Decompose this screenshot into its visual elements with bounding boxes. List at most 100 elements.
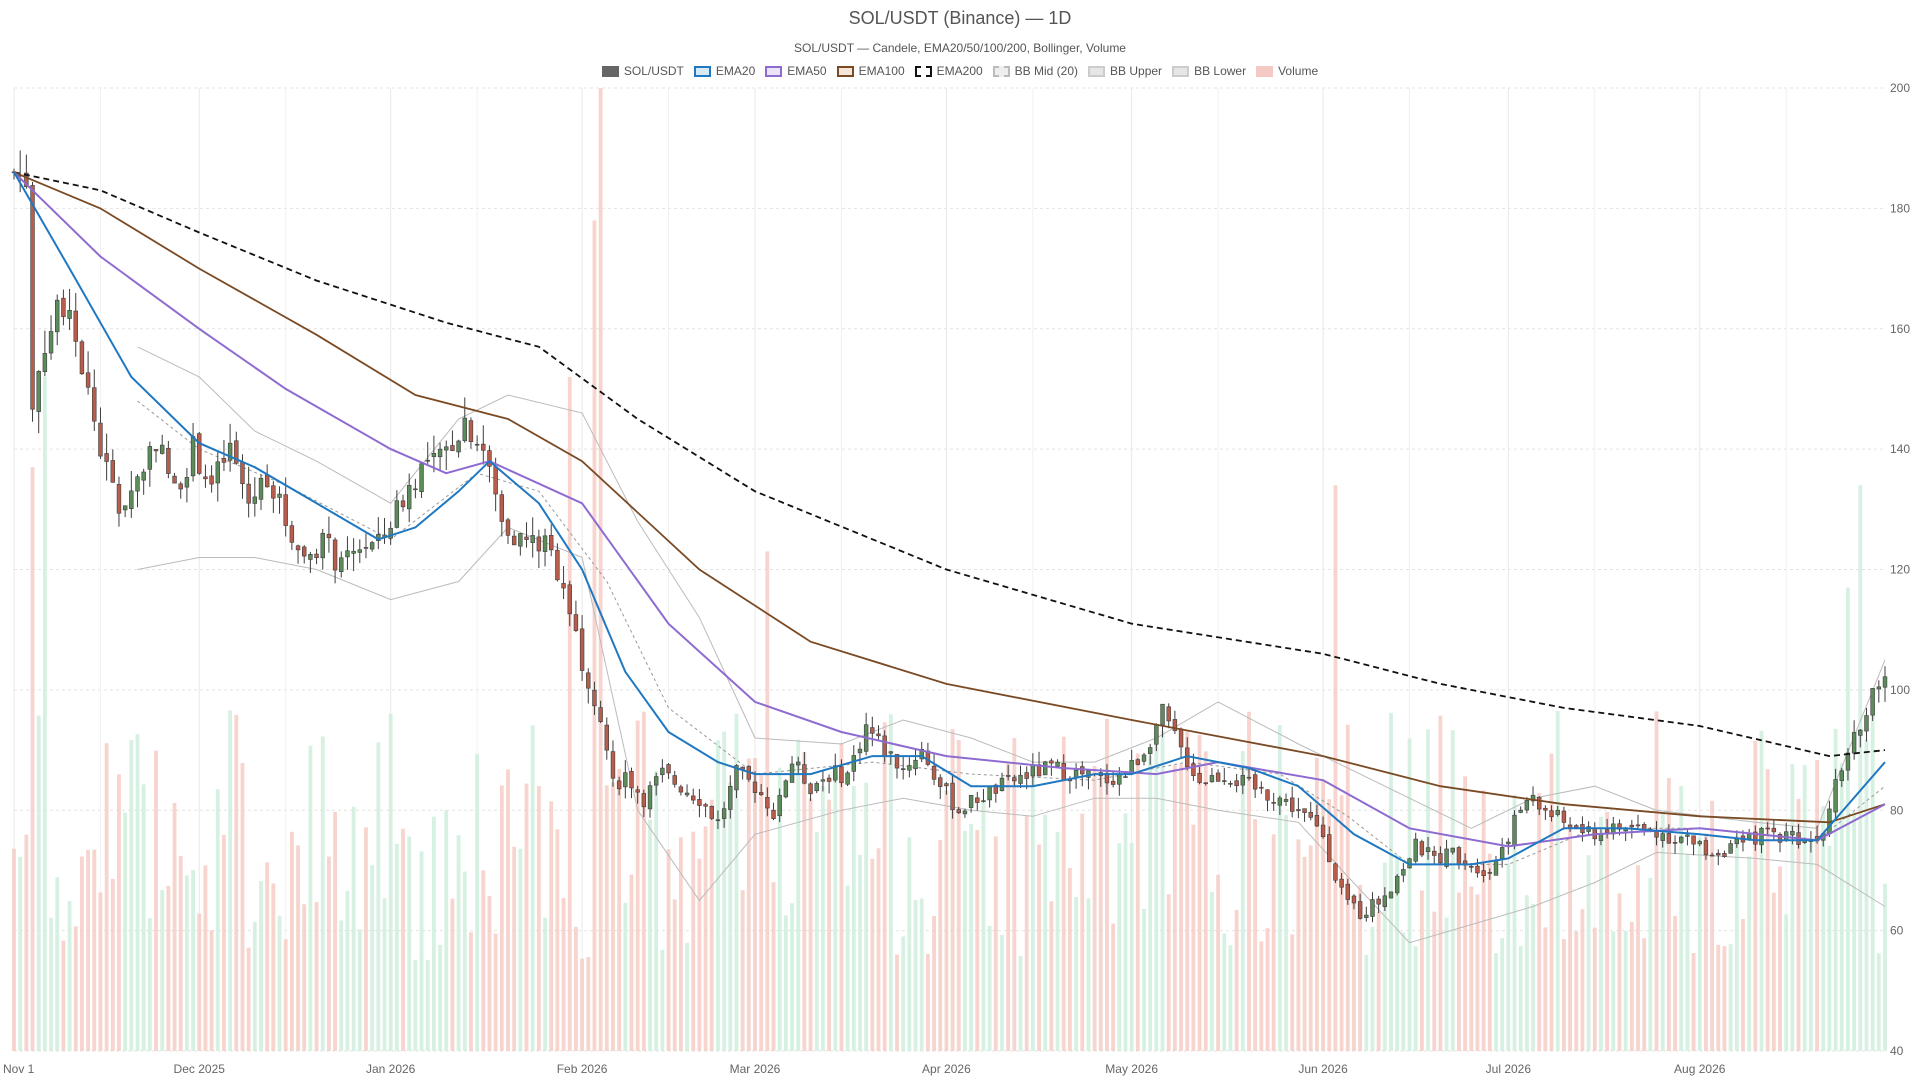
volume-bar [197, 913, 202, 1051]
volume-bar [1216, 874, 1221, 1051]
legend-item[interactable]: BB Upper [1088, 64, 1162, 78]
candle-body [1265, 789, 1270, 801]
volume-bar [246, 947, 251, 1051]
volume-bar [895, 954, 899, 1051]
legend-item[interactable]: BB Lower [1172, 64, 1246, 78]
candle-body [264, 474, 270, 488]
volume-bar [518, 848, 523, 1051]
legend-swatch [765, 65, 783, 77]
candle-body [610, 751, 616, 779]
volume-bar [716, 740, 720, 1051]
legend-item[interactable]: EMA50 [765, 64, 827, 78]
volume-bar [12, 848, 16, 1051]
volume-bar [993, 836, 998, 1051]
volume-bar [1148, 756, 1153, 1051]
volume-bar [259, 881, 263, 1051]
candle-body [1672, 841, 1678, 844]
candle-body [1722, 853, 1727, 857]
x-tick-label: Feb 2026 [557, 1062, 608, 1076]
volume-bar [184, 875, 189, 1051]
candle-body [1154, 724, 1159, 745]
volume-bar [1475, 894, 1480, 1051]
candle-body [678, 786, 684, 793]
legend-item[interactable]: EMA20 [693, 64, 755, 78]
volume-bar [543, 917, 547, 1051]
x-tick-label: Dec 2025 [174, 1062, 226, 1076]
volume-bar [913, 899, 918, 1051]
volume-bar [956, 739, 961, 1051]
volume-bar [1271, 834, 1276, 1051]
candle-body [1512, 814, 1517, 846]
candle-body [1604, 829, 1610, 833]
legend-swatch [992, 65, 1010, 77]
candle-body [308, 553, 313, 560]
volume-bar [678, 837, 683, 1051]
candle-body [1049, 760, 1054, 764]
volume-bar [1068, 867, 1072, 1051]
volume-bar [1382, 862, 1387, 1051]
candle-body [85, 372, 91, 388]
candle-body [135, 476, 140, 492]
y-tick-label: 120 [1890, 563, 1910, 577]
candle-body [1296, 809, 1301, 812]
legend-item[interactable]: Volume [1256, 64, 1318, 78]
volume-bar [30, 467, 35, 1051]
volume-bar [98, 892, 103, 1051]
candle-body [1777, 834, 1783, 843]
legend-item[interactable]: EMA100 [836, 64, 905, 78]
candle-body [999, 777, 1005, 791]
candle-body [1660, 833, 1665, 841]
x-tick-label: Apr 2026 [922, 1062, 971, 1076]
volume-bar [141, 784, 146, 1051]
volume-bar [987, 925, 992, 1051]
x-tick-label: Nov 1 [3, 1062, 35, 1076]
volume-bar [746, 758, 751, 1051]
volume-bar [1376, 911, 1381, 1051]
candle-body [1487, 872, 1493, 874]
volume-bar [1568, 828, 1572, 1051]
volume-bar [1734, 835, 1739, 1051]
y-tick-label: 60 [1890, 924, 1904, 938]
candle-body [1259, 786, 1264, 789]
candle-body [234, 440, 239, 464]
volume-bar [790, 903, 794, 1051]
volume-bar [759, 775, 764, 1051]
volume-bar [61, 940, 66, 1051]
candle-body [629, 771, 634, 789]
candle-body [326, 533, 332, 539]
volume-bar [901, 936, 906, 1051]
legend-item[interactable]: BB Mid (20) [992, 64, 1078, 78]
volume-bar [234, 714, 239, 1051]
candle-body [1314, 815, 1320, 827]
candle-body [1290, 797, 1295, 812]
volume-bar [1722, 946, 1727, 1051]
volume-bar [166, 885, 171, 1051]
volume-bar [1037, 844, 1041, 1051]
candle-body [1728, 843, 1733, 854]
y-tick-label: 40 [1890, 1044, 1904, 1058]
volume-bar [635, 720, 640, 1051]
volume-bar [1858, 485, 1863, 1051]
volume-bar [1728, 944, 1733, 1051]
candle-body [221, 458, 227, 463]
candle-body [870, 727, 875, 734]
volume-bar [376, 742, 381, 1051]
volume-bar [1413, 946, 1418, 1051]
candle-body [258, 477, 264, 500]
candle-body [542, 535, 548, 552]
candle-body [691, 795, 696, 801]
volume-bar [1160, 730, 1165, 1051]
volume-bar [1092, 766, 1097, 1051]
volume-bar [1691, 953, 1696, 1051]
candle-body [907, 765, 912, 771]
volume-bar [839, 742, 844, 1051]
legend-item[interactable]: EMA200 [914, 64, 983, 78]
volume-bar [1135, 753, 1140, 1051]
candle-body [1283, 799, 1289, 802]
candle-body [30, 185, 35, 410]
volume-bar [709, 799, 714, 1051]
legend-item[interactable]: SOL/USDT [601, 64, 684, 78]
candle-body [1666, 833, 1672, 844]
candle-body [1716, 852, 1721, 856]
candle-body [1555, 809, 1560, 815]
